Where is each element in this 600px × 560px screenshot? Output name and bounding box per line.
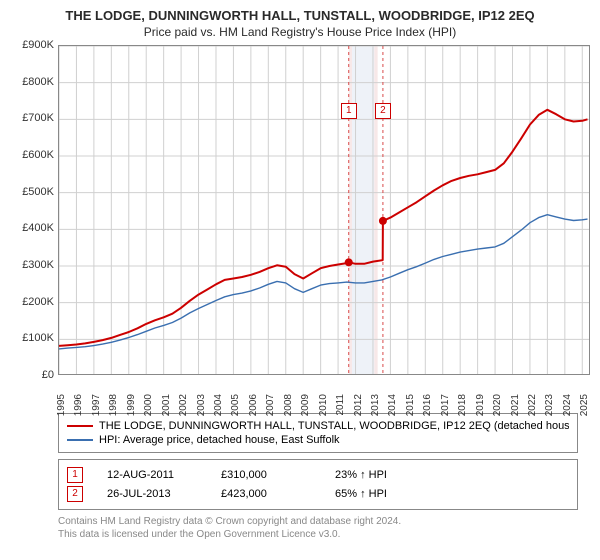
- sale-price: £423,000: [221, 488, 311, 500]
- x-tick-label: 2017: [440, 394, 451, 416]
- x-tick-label: 2007: [265, 394, 276, 416]
- x-tick-label: 2003: [196, 394, 207, 416]
- y-tick-label: £800K: [22, 76, 54, 88]
- x-tick-label: 2012: [353, 394, 364, 416]
- chart-marker-label: 1: [341, 103, 357, 119]
- x-tick-label: 2013: [370, 394, 381, 416]
- x-tick-label: 2019: [475, 394, 486, 416]
- x-tick-label: 1998: [108, 394, 119, 416]
- plot-svg: [59, 46, 590, 375]
- legend-label: HPI: Average price, detached house, East…: [99, 434, 340, 446]
- y-tick-label: £500K: [22, 186, 54, 198]
- y-tick-label: £400K: [22, 222, 54, 234]
- y-tick-label: £0: [42, 369, 54, 381]
- x-tick-label: 2008: [283, 394, 294, 416]
- x-tick-label: 2024: [562, 394, 573, 416]
- x-axis: 1995199619971998199920002001200220032004…: [58, 375, 590, 405]
- legend-swatch: [67, 439, 93, 441]
- y-tick-label: £100K: [22, 332, 54, 344]
- x-tick-label: 2005: [230, 394, 241, 416]
- sale-delta: 65% ↑ HPI: [335, 488, 425, 500]
- y-tick-label: £200K: [22, 296, 54, 308]
- chart-title: THE LODGE, DUNNINGWORTH HALL, TUNSTALL, …: [10, 8, 590, 23]
- sale-row: 2 26-JUL-2013 £423,000 65% ↑ HPI: [67, 486, 569, 502]
- x-tick-label: 2016: [422, 394, 433, 416]
- x-tick-label: 2010: [318, 394, 329, 416]
- sale-price: £310,000: [221, 469, 311, 481]
- x-tick-label: 1997: [91, 394, 102, 416]
- y-axis: £0£100K£200K£300K£400K£500K£600K£700K£80…: [10, 45, 58, 375]
- footer-line-2: This data is licensed under the Open Gov…: [58, 529, 578, 542]
- y-tick-label: £900K: [22, 39, 54, 51]
- x-tick-label: 1996: [73, 394, 84, 416]
- x-tick-label: 2021: [510, 394, 521, 416]
- x-tick-label: 2023: [544, 394, 555, 416]
- x-tick-label: 2020: [492, 394, 503, 416]
- legend-label: THE LODGE, DUNNINGWORTH HALL, TUNSTALL, …: [99, 420, 569, 432]
- footer-line-1: Contains HM Land Registry data © Crown c…: [58, 516, 578, 529]
- x-tick-label: 2011: [335, 394, 346, 416]
- x-tick-label: 2018: [457, 394, 468, 416]
- sale-marker: 2: [67, 486, 83, 502]
- y-tick-label: £600K: [22, 149, 54, 161]
- chart-marker-label: 2: [375, 103, 391, 119]
- x-tick-label: 2022: [527, 394, 538, 416]
- x-tick-label: 2001: [161, 394, 172, 416]
- x-tick-label: 2006: [248, 394, 259, 416]
- sale-marker: 1: [67, 467, 83, 483]
- sale-delta: 23% ↑ HPI: [335, 469, 425, 481]
- chart-subtitle: Price paid vs. HM Land Registry's House …: [10, 25, 590, 39]
- legend: THE LODGE, DUNNINGWORTH HALL, TUNSTALL, …: [58, 413, 578, 453]
- y-tick-label: £300K: [22, 259, 54, 271]
- sale-row: 1 12-AUG-2011 £310,000 23% ↑ HPI: [67, 467, 569, 483]
- x-tick-label: 2015: [405, 394, 416, 416]
- x-tick-label: 1999: [126, 394, 137, 416]
- legend-item: HPI: Average price, detached house, East…: [67, 434, 569, 446]
- chart-area: £0 £100K £200K £300K £400K £500K £600K £700K £80…: [10, 45, 590, 405]
- legend-item: THE LODGE, DUNNINGWORTH HALL, TUNSTALL, …: [67, 420, 569, 432]
- x-tick-label: 2025: [579, 394, 590, 416]
- y-tick-label: £700K: [22, 112, 54, 124]
- x-tick-label: 2000: [143, 394, 154, 416]
- x-tick-label: 1995: [56, 394, 67, 416]
- footer-attribution: Contains HM Land Registry data © Crown c…: [58, 516, 578, 541]
- plot-area: [58, 45, 590, 375]
- sales-table: 1 12-AUG-2011 £310,000 23% ↑ HPI 2 26-JUL-201…: [58, 459, 578, 510]
- sale-date: 12-AUG-2011: [107, 469, 197, 481]
- x-tick-label: 2004: [213, 394, 224, 416]
- x-tick-label: 2009: [300, 394, 311, 416]
- x-tick-label: 2014: [387, 394, 398, 416]
- x-tick-label: 2002: [178, 394, 189, 416]
- legend-swatch: [67, 425, 93, 427]
- sale-date: 26-JUL-2013: [107, 488, 197, 500]
